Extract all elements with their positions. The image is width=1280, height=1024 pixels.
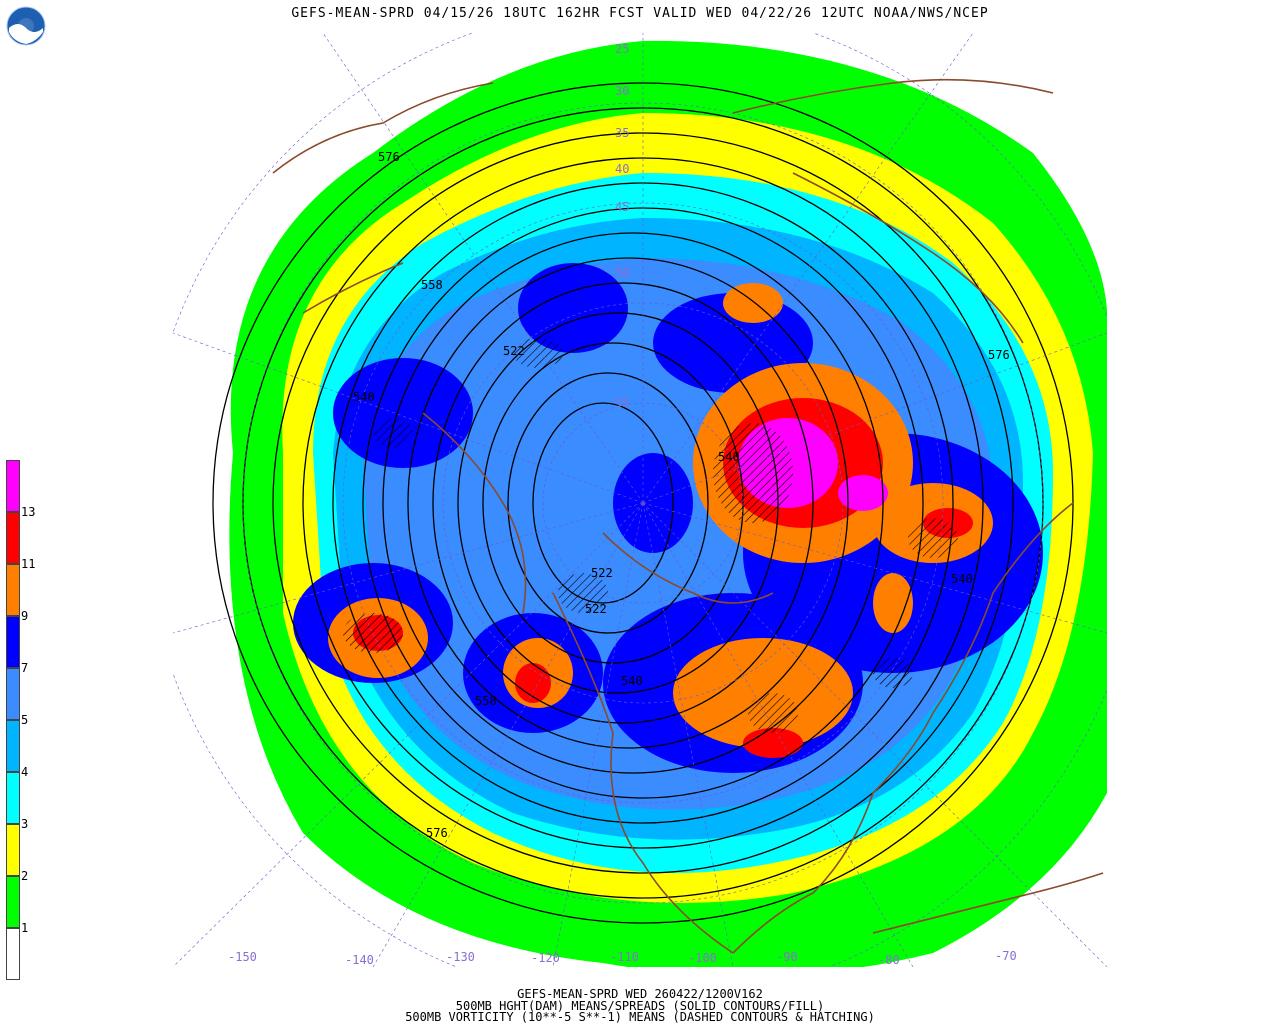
contour-label: 540	[621, 674, 643, 688]
legend-swatch: 4	[6, 720, 28, 779]
noaa-logo	[6, 6, 46, 46]
legend-label: 2	[21, 869, 29, 883]
contour-label: 540	[951, 572, 973, 586]
legend-label: 7	[21, 661, 29, 675]
contour-label: 558	[475, 694, 497, 708]
legend-swatch: 7	[6, 616, 28, 675]
vorticity-hatching	[343, 338, 958, 733]
legend-swatch: 9	[6, 564, 28, 623]
contour-labels: 576 558 522 540 522 522 540 558 576 576 …	[353, 150, 1010, 840]
legend-swatch: 1	[6, 876, 28, 935]
lon-label: -110	[610, 950, 639, 964]
footer-line-3: 500MB VORTICITY (10**-5 S**-1) MEANS (DA…	[405, 1010, 875, 1024]
contour-label: 540	[718, 450, 740, 464]
legend-label: 4	[21, 765, 29, 779]
legend-label: 3	[21, 817, 29, 831]
lon-label: -80	[878, 953, 900, 967]
lon-label: -70	[995, 949, 1017, 963]
contour-label: 576	[426, 826, 448, 840]
color-legend: 13 11 9 7 5 4 3 2 1	[6, 460, 35, 980]
legend-label: 9	[21, 609, 29, 623]
lat-label: 55	[615, 396, 629, 410]
footer-line-1: GEFS-MEAN-SPRD WED 260422/1200V162	[517, 987, 763, 1001]
legend-swatch: 11	[6, 512, 35, 571]
lon-label: -120	[531, 951, 560, 965]
legend-swatch-empty	[6, 928, 20, 980]
lon-label: -140	[345, 953, 374, 967]
contour-label: 540	[353, 390, 375, 404]
contour-label: 576	[988, 348, 1010, 362]
lat-label: 30	[615, 84, 629, 98]
contour-label: 522	[591, 566, 613, 580]
latitude-labels: 25 30 35 40 45 50 55	[615, 42, 629, 410]
polar-stereographic-map: 576 558 522 540 522 522 540 558 576 576 …	[173, 33, 1107, 967]
legend-swatch: 3	[6, 772, 28, 831]
spread-fill	[173, 40, 1107, 967]
lat-label: 25	[615, 42, 629, 56]
map-title: GEFS-MEAN-SPRD 04/15/26 18UTC 162HR FCST…	[291, 6, 989, 21]
lat-label: 50	[615, 266, 629, 280]
lat-label: 40	[615, 162, 629, 176]
footer-line-2: 500MB HGHT(DAM) MEANS/SPREADS (SOLID CON…	[455, 999, 825, 1013]
lon-label: -130	[446, 950, 475, 964]
lon-label: -100	[688, 951, 717, 965]
graticule	[173, 33, 1107, 967]
lon-label: -90	[776, 950, 798, 964]
lat-label: 35	[615, 126, 629, 140]
contour-label: 558	[421, 278, 443, 292]
lon-label: -150	[228, 950, 257, 964]
coastlines	[272, 78, 1104, 954]
contour-label: 522	[585, 602, 607, 616]
legend-swatch: 2	[6, 824, 28, 883]
legend-swatch: 13	[6, 460, 35, 519]
legend-label: 5	[21, 713, 29, 727]
contour-label: 522	[503, 344, 525, 358]
legend-label: 13	[21, 505, 36, 519]
legend-label: 11	[21, 557, 36, 571]
legend-label: 1	[21, 921, 29, 935]
lat-label: 45	[615, 200, 629, 214]
contour-label: 576	[378, 150, 400, 164]
legend-swatch: 5	[6, 668, 28, 727]
